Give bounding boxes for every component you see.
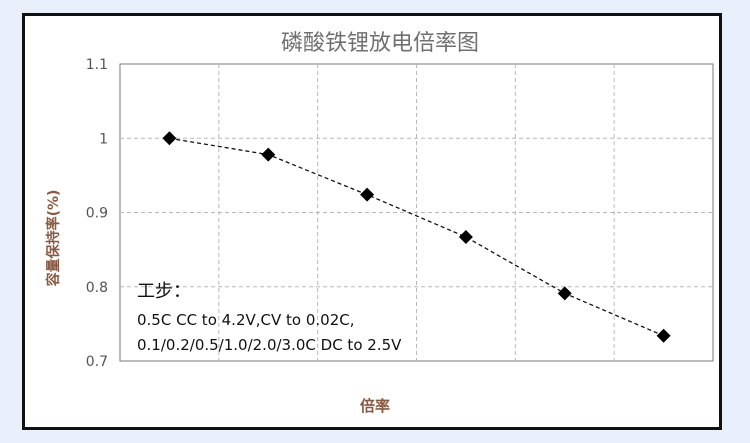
- y-tick-label: 1.1: [86, 57, 108, 73]
- annotation-line-1: 0.5C CC to 4.2V,CV to 0.02C,: [137, 311, 355, 329]
- grid-lines: [120, 64, 713, 361]
- annotation-line-2: 0.1/0.2/0.5/1.0/2.0/3.0C DC to 2.5V: [137, 336, 402, 354]
- series-markers: [162, 131, 671, 343]
- data-point-marker: [656, 328, 671, 343]
- data-point-marker: [360, 187, 375, 202]
- y-tick-label: 1: [99, 131, 108, 147]
- data-point-marker: [557, 286, 572, 301]
- y-axis-label: 容量保持率(%): [45, 190, 62, 288]
- y-tick-label: 0.9: [86, 206, 108, 222]
- y-axis-ticks: 1.1 1 0.9 0.8 0.7: [86, 57, 108, 370]
- series-line: [169, 137, 664, 337]
- data-point-marker: [162, 131, 177, 146]
- data-point-marker: [261, 147, 276, 162]
- y-tick-label: 0.8: [86, 280, 108, 296]
- x-axis-label: 倍率: [360, 397, 390, 415]
- annotation-heading: 工步：: [137, 281, 191, 302]
- data-point-marker: [458, 230, 473, 245]
- chart-title: 磷酸铁锂放电倍率图: [281, 31, 479, 56]
- y-tick-label: 0.7: [86, 354, 108, 370]
